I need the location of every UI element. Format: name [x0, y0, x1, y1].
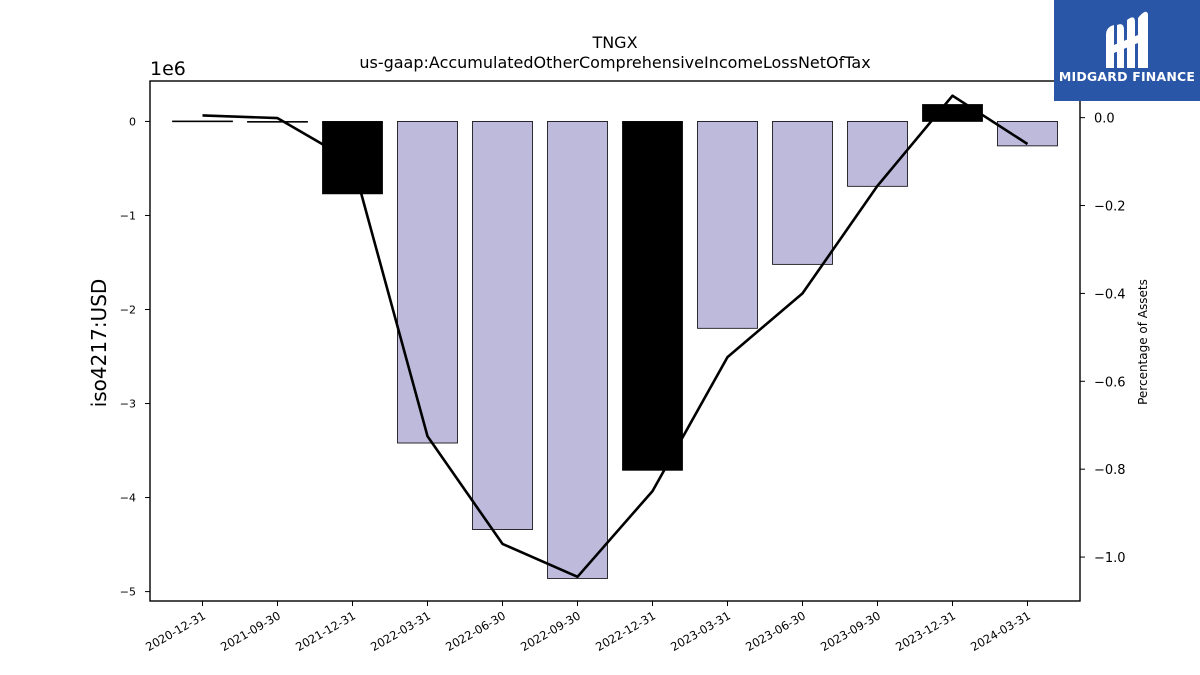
bars-group [172, 104, 1058, 579]
x-tick-label: 2023-09-30 [818, 608, 883, 654]
plot-frame [149, 80, 1081, 602]
y2-tick-label: 0.0 [1094, 112, 1115, 127]
y2-tick-label: −0.2 [1094, 200, 1126, 215]
x-tick-label: 2022-12-31 [593, 608, 658, 654]
x-tick-label: 2022-09-30 [518, 608, 583, 654]
y-tick-label: −1 [120, 209, 136, 222]
bar [397, 121, 458, 444]
x-tick-label: 2022-06-30 [443, 608, 508, 654]
y2-tick-label: −1.0 [1094, 551, 1126, 566]
y2-tick-label: −0.6 [1094, 375, 1126, 390]
x-tick-label: 2022-03-31 [368, 608, 433, 654]
line-series-group [202, 94, 1029, 579]
midgard-logo-icon [1106, 11, 1148, 69]
bar [322, 121, 383, 195]
logo-text: MIDGARD FINANCE [1058, 69, 1196, 84]
y-tick-label: −5 [120, 586, 136, 599]
y-axis-label: iso4217:USD [87, 279, 111, 408]
x-tick-label: 2023-12-31 [893, 608, 958, 654]
y2-tick-label: −0.4 [1094, 287, 1126, 302]
bar [247, 121, 308, 123]
bar [472, 121, 533, 530]
percentage-line [202, 94, 1029, 579]
y-tick-label: 0 [129, 115, 136, 128]
bar [847, 121, 908, 187]
y2-tick-label: −0.8 [1094, 463, 1126, 478]
bar [622, 121, 683, 471]
y-tick-label: −2 [120, 303, 136, 316]
bar [922, 104, 983, 122]
bar [697, 121, 758, 329]
bar [997, 121, 1058, 147]
x-tick-label: 2023-06-30 [743, 608, 808, 654]
x-tick-label: 2021-12-31 [293, 608, 358, 654]
y-tick-label: −3 [120, 398, 136, 411]
y2-axis-label: Percentage of Assets [1136, 279, 1150, 405]
bar [547, 121, 608, 579]
midgard-finance-logo: MIDGARD FINANCE [1054, 0, 1200, 101]
chart-subtitle: us-gaap:AccumulatedOtherComprehensiveInc… [359, 53, 870, 72]
y-tick-label: −4 [120, 492, 136, 505]
x-tick-label: 2021-09-30 [218, 608, 283, 654]
x-tick-label: 2024-03-31 [968, 608, 1033, 654]
x-tick-label: 2023-03-31 [668, 608, 733, 654]
x-tick-label: 2020-12-31 [143, 608, 208, 654]
chart-title: TNGX [591, 33, 637, 52]
y-axis-offset-label: 1e6 [150, 58, 186, 80]
bar [772, 121, 833, 265]
bar [172, 120, 233, 123]
